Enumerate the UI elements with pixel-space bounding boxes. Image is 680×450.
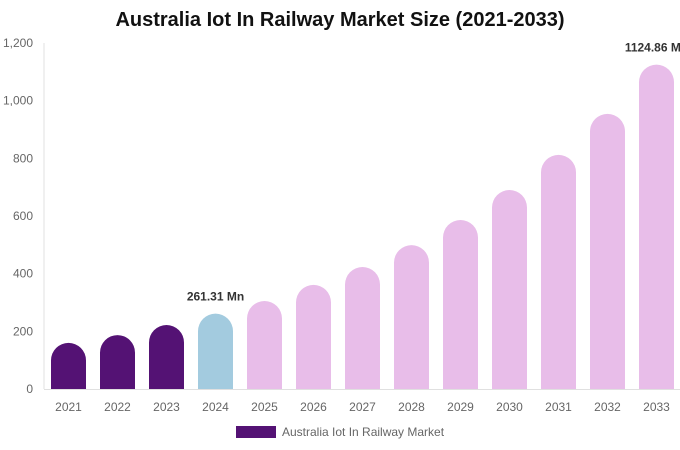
legend-swatch <box>236 426 276 438</box>
y-tick-label: 800 <box>13 151 33 165</box>
data-label: 261.31 Mn <box>187 290 244 304</box>
x-tick-label: 2027 <box>349 400 376 414</box>
bar <box>394 245 429 389</box>
x-tick-label: 2022 <box>104 400 131 414</box>
x-tick-label: 2030 <box>496 400 523 414</box>
bar <box>51 342 86 389</box>
bar <box>345 267 380 389</box>
x-tick-label: 2024 <box>202 400 229 414</box>
bar <box>149 324 184 389</box>
y-tick-label: 600 <box>13 209 33 223</box>
bar <box>639 64 674 389</box>
bar <box>296 284 331 389</box>
bar <box>247 301 282 389</box>
x-tick-label: 2028 <box>398 400 425 414</box>
y-tick-label: 200 <box>13 324 33 338</box>
x-tick-label: 2026 <box>300 400 327 414</box>
x-tick-label: 2025 <box>251 400 278 414</box>
x-tick-label: 2033 <box>643 400 670 414</box>
chart-title: Australia Iot In Railway Market Size (20… <box>115 9 565 31</box>
y-tick-label: 400 <box>13 267 33 281</box>
bar <box>443 220 478 389</box>
x-tick-label: 2032 <box>594 400 621 414</box>
legend: Australia Iot In Railway Market <box>236 425 444 439</box>
bar <box>198 313 233 389</box>
bar <box>492 190 527 389</box>
x-tick-label: 2029 <box>447 400 474 414</box>
x-tick-label: 2021 <box>55 400 82 414</box>
x-tick-label: 2023 <box>153 400 180 414</box>
y-tick-label: 1,200 <box>3 36 33 50</box>
bar <box>590 113 625 389</box>
legend-label: Australia Iot In Railway Market <box>282 425 445 439</box>
y-tick-label: 0 <box>26 382 33 396</box>
x-tick-label: 2031 <box>545 400 572 414</box>
bar <box>100 335 135 389</box>
data-label: 1124.86 Mn <box>625 41 680 55</box>
bar <box>541 154 576 389</box>
y-tick-label: 1,000 <box>3 94 33 108</box>
